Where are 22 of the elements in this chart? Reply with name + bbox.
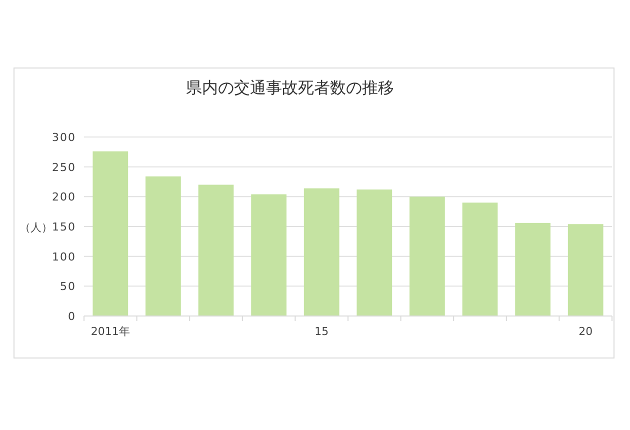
bar <box>304 188 340 316</box>
y-tick-label: 200 <box>52 190 76 204</box>
x-tick-label: 2011年 <box>90 325 130 338</box>
chart-title: 県内の交通事故死者数の推移 <box>186 78 394 97</box>
bar <box>198 184 234 316</box>
y-axis-title: （人） <box>20 221 52 234</box>
x-tick-label: 20 <box>578 325 593 338</box>
x-tick-label: 15 <box>314 325 329 338</box>
y-tick-label: 0 <box>68 310 76 323</box>
bar <box>568 224 604 316</box>
bar <box>146 176 181 316</box>
bar <box>515 222 550 316</box>
y-tick-label: 50 <box>60 280 76 294</box>
bar <box>462 202 498 316</box>
y-tick-label: 250 <box>52 160 76 174</box>
bar <box>356 190 392 316</box>
bar <box>410 196 445 316</box>
y-tick-label: 300 <box>52 131 76 144</box>
bar <box>92 151 128 316</box>
y-tick-label: 100 <box>52 250 76 264</box>
y-tick-label: 150 <box>52 220 76 234</box>
bar <box>251 194 286 316</box>
